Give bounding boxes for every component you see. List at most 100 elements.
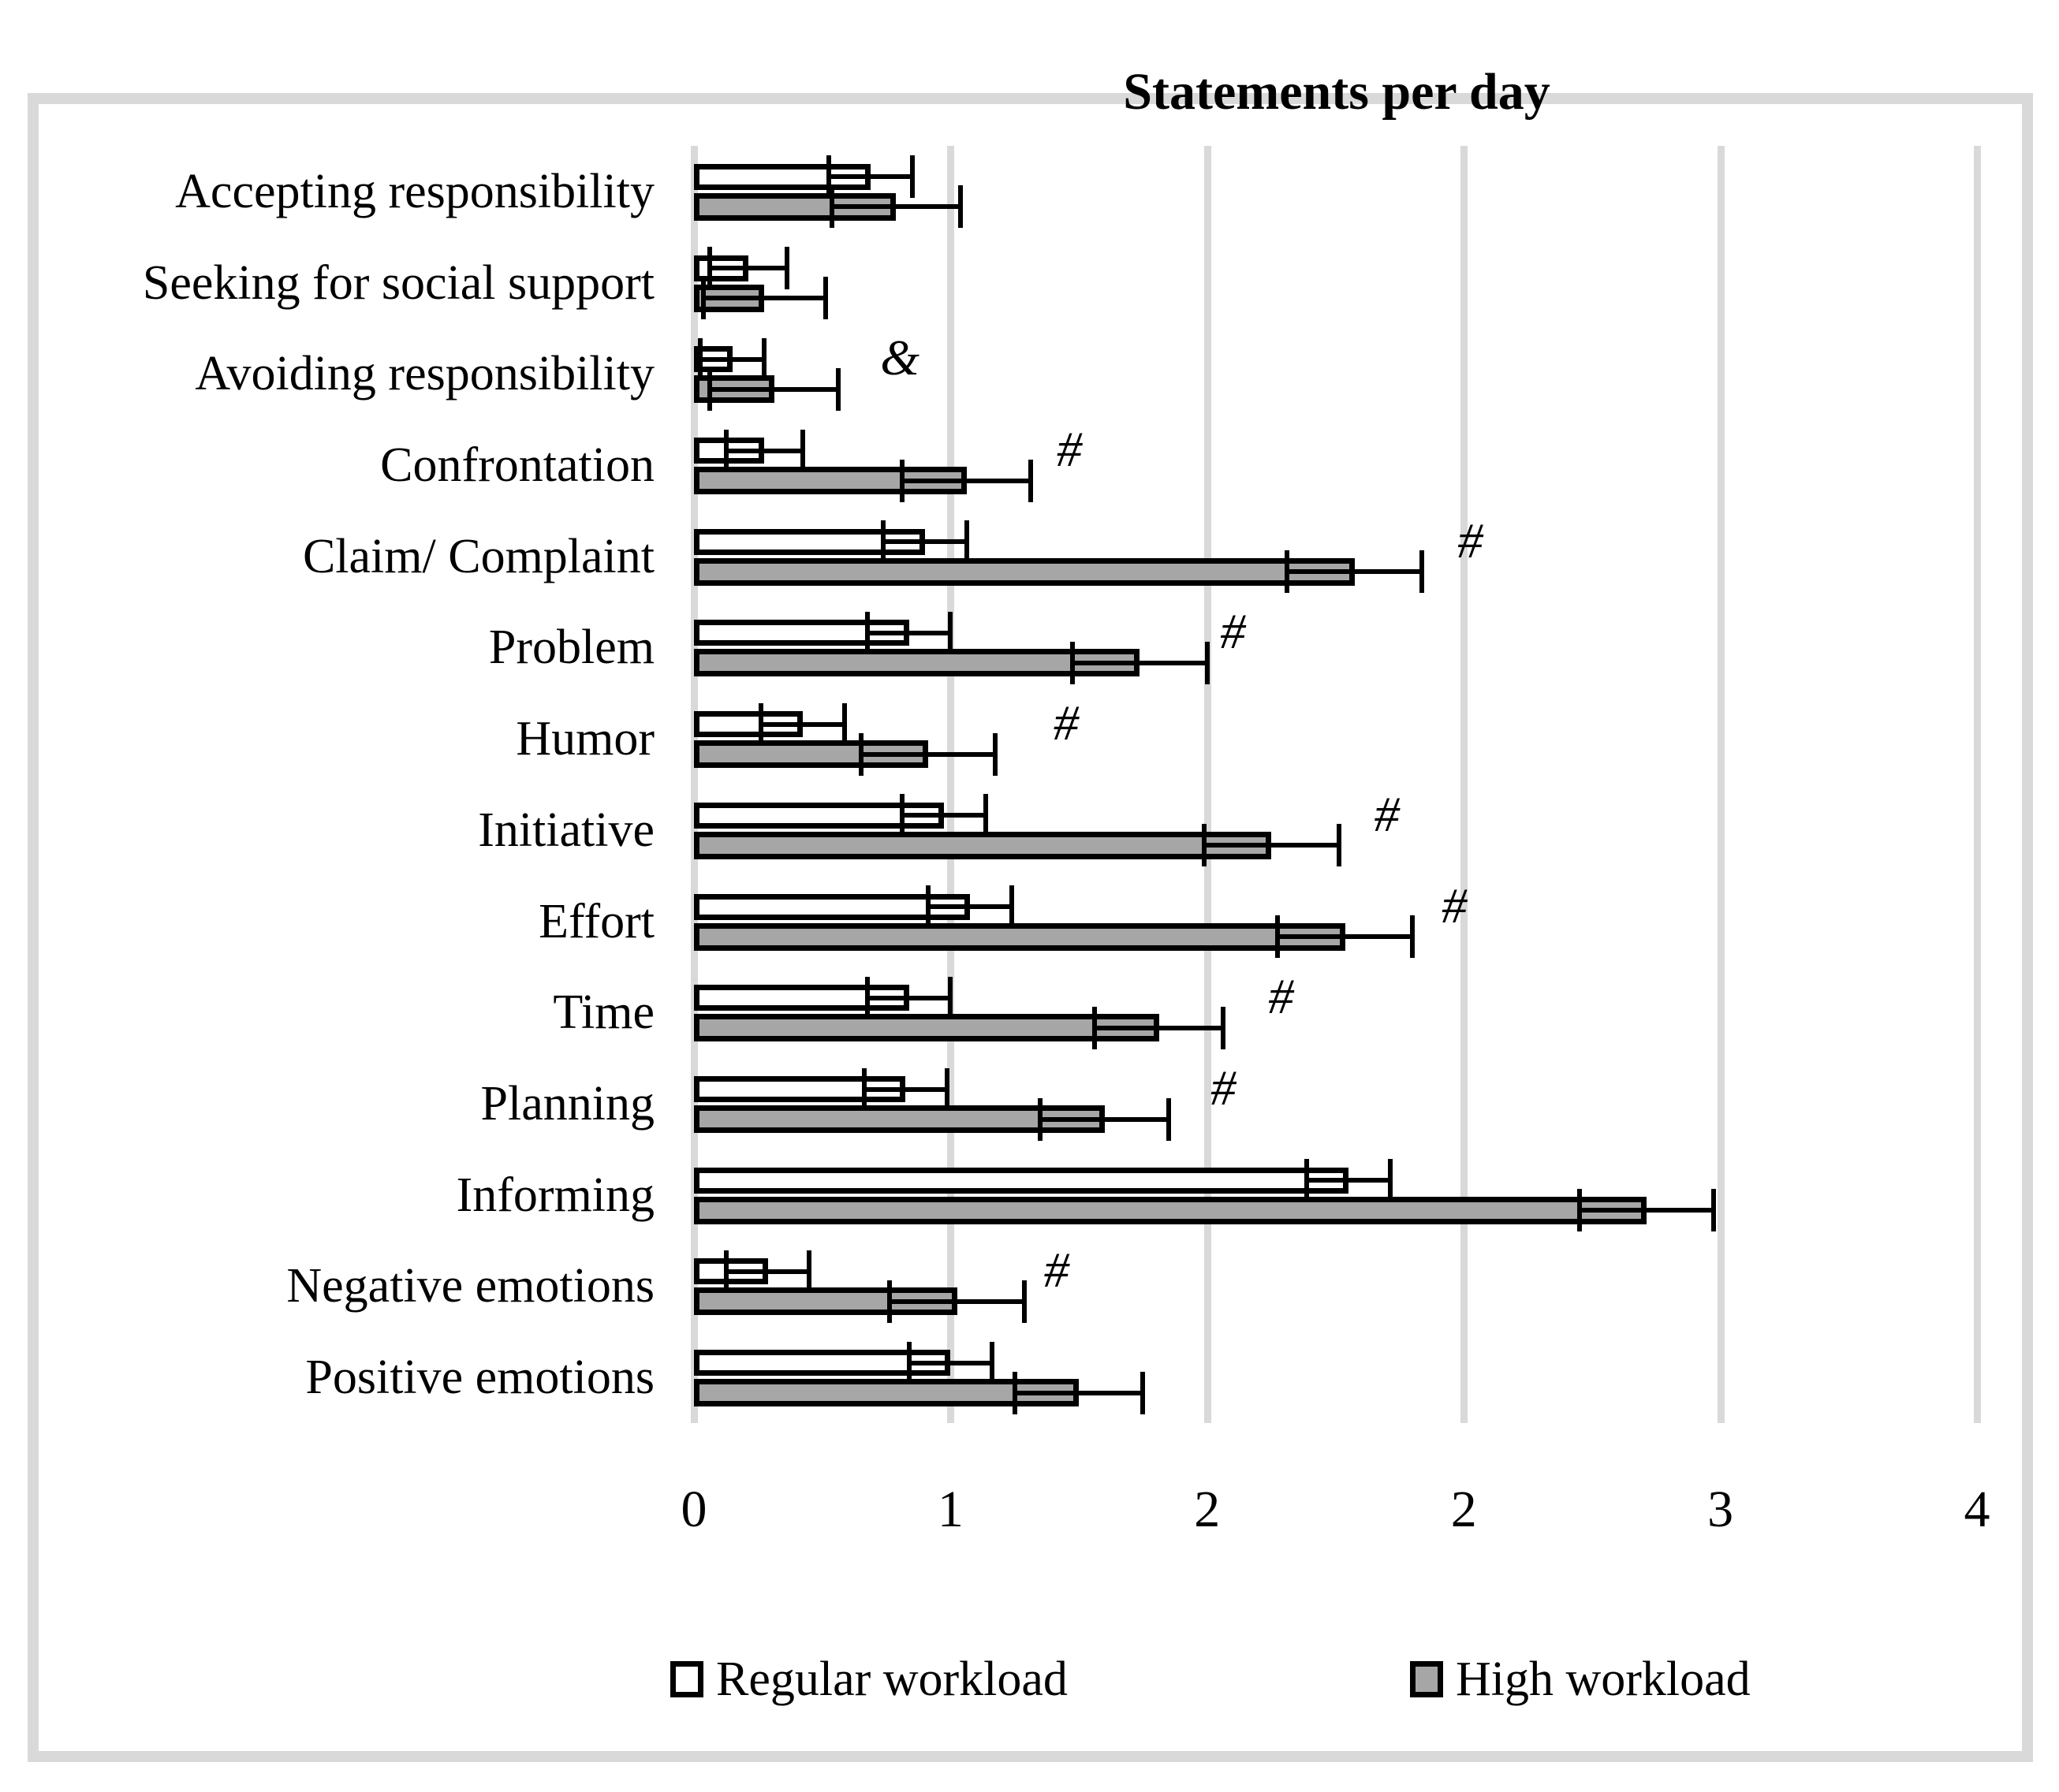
high-error-bar (1579, 1208, 1714, 1213)
high-error-bar-cap (858, 732, 864, 776)
significance-marker: # (1442, 877, 1468, 933)
category-label: Claim/ Complaint (302, 529, 655, 583)
regular-error-bar-cap (864, 976, 870, 1019)
regular-workload-bar (694, 1076, 906, 1102)
significance-marker: # (1210, 1060, 1237, 1116)
high-error-bar-cap (1012, 1371, 1017, 1414)
high-error-bar (710, 386, 839, 392)
high-error-bar-cap (1069, 641, 1075, 684)
regular-error-bar-cap (826, 155, 831, 199)
regular-error-bar (725, 448, 804, 453)
high-error-bar (902, 478, 1031, 483)
high-error-bar (831, 204, 960, 210)
gridline (1203, 146, 1211, 1423)
high-error-bar (1072, 660, 1207, 665)
regular-error-bar-cap (707, 247, 713, 290)
regular-error-bar (882, 539, 967, 545)
regular-error-bar-cap (964, 520, 969, 564)
regular-error-bar-cap (983, 794, 989, 837)
regular-error-bar-cap (1009, 885, 1014, 929)
legend-item-regular: Regular workload (670, 1652, 1068, 1706)
high-error-bar-cap (1204, 641, 1210, 684)
regular-error-bar-cap (784, 247, 789, 290)
significance-marker: # (1053, 695, 1079, 751)
high-error-bar-cap (1336, 824, 1341, 867)
gridline (691, 146, 698, 1423)
high-error-bar-cap (1140, 1371, 1146, 1414)
high-error-bar-cap (993, 732, 998, 776)
regular-error-bar-cap (948, 611, 953, 654)
category-label: Negative emotions (286, 1259, 655, 1313)
regular-error-bar (710, 266, 787, 271)
regular-error-bar-cap (1304, 1159, 1309, 1202)
high-workload-bar (694, 1014, 1159, 1042)
regular-error-bar-cap (900, 794, 905, 837)
regular-error-bar-cap (925, 885, 931, 929)
high-error-bar (1095, 1025, 1224, 1030)
high-workload-bar (694, 1105, 1105, 1133)
high-error-bar (1278, 934, 1413, 940)
high-error-bar-cap (1275, 915, 1281, 959)
x-tick-label: 1 (937, 1481, 964, 1538)
high-workload-bar (694, 831, 1272, 859)
category-label: Planning (480, 1077, 655, 1131)
regular-error-bar (902, 813, 987, 818)
high-workload-bar (694, 557, 1355, 586)
high-error-bar-cap (829, 185, 834, 229)
significance-marker: # (1457, 512, 1483, 568)
category-label: Avoiding responsibility (195, 347, 655, 401)
x-tick-label: 3 (1707, 1481, 1734, 1538)
high-error-bar-cap (1576, 1189, 1582, 1232)
category-label: Problem (488, 620, 655, 675)
chart-title: Statements per day (1123, 63, 1550, 121)
high-error-bar (1014, 1390, 1143, 1395)
high-error-bar-cap (1166, 1097, 1171, 1141)
regular-workload-bar (694, 893, 970, 920)
significance-marker: # (1374, 785, 1400, 842)
high-error-bar-cap (1221, 1006, 1226, 1049)
regular-error-bar-cap (762, 337, 767, 381)
category-label: Confrontation (380, 438, 655, 492)
high-error-bar-cap (1201, 824, 1207, 867)
regular-error-bar-cap (948, 976, 953, 1019)
regular-error-bar-cap (990, 1341, 995, 1384)
significance-marker: # (1043, 1242, 1069, 1298)
high-error-bar-cap (1285, 550, 1290, 594)
high-error-bar (860, 751, 996, 757)
high-error-bar (1203, 843, 1339, 848)
gridline (1717, 146, 1725, 1423)
gridline (1974, 146, 1981, 1423)
high-error-bar-cap (1410, 915, 1416, 959)
category-label: Initiative (478, 803, 655, 857)
regular-error-bar-cap (906, 1341, 912, 1384)
regular-error-bar (864, 1086, 948, 1092)
high-error-bar-cap (1711, 1189, 1717, 1232)
gridline (947, 146, 955, 1423)
high-error-bar-cap (707, 367, 713, 411)
significance-marker: # (1056, 421, 1082, 477)
regular-error-bar-cap (842, 702, 848, 746)
high-error-bar-cap (900, 459, 905, 502)
x-tick-label: 2 (1450, 1481, 1477, 1538)
legend-label-high-workload: High workload (1456, 1652, 1751, 1706)
regular-workload-bar (694, 1167, 1348, 1194)
high-error-bar (1287, 569, 1423, 575)
high-error-bar-cap (836, 367, 841, 411)
high-error-bar-cap (822, 277, 828, 320)
regular-error-bar (867, 630, 951, 635)
regular-error-bar (1306, 1178, 1390, 1183)
regular-error-bar-cap (945, 1067, 950, 1111)
regular-error-bar-cap (723, 429, 729, 472)
high-error-bar-cap (1092, 1006, 1098, 1049)
regular-error-bar-cap (880, 520, 886, 564)
regular-error-bar-cap (698, 337, 703, 381)
category-label: Informing (456, 1168, 655, 1222)
regular-error-bar (908, 1360, 993, 1365)
category-label: Seeking for social support (142, 255, 655, 310)
high-error-bar-cap (957, 185, 963, 229)
category-label: Positive emotions (305, 1351, 655, 1405)
high-error-bar (890, 1298, 1024, 1304)
high-workload-bar (694, 1196, 1647, 1224)
significance-marker: & (880, 330, 920, 386)
